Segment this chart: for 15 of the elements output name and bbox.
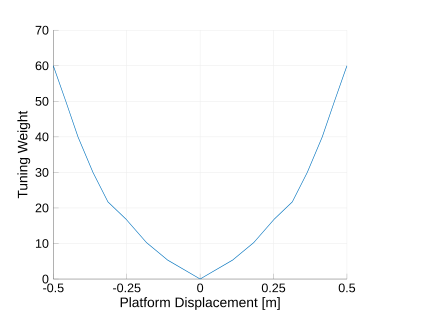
- x-tick-label: 0.5: [338, 283, 356, 292]
- x-axis-title: Platform Displacement [m]: [120, 297, 280, 310]
- y-tick-label: 70: [36, 26, 48, 35]
- x-tick-label: 0: [197, 283, 204, 292]
- y-tick-label: 40: [35, 132, 48, 142]
- y-tick-label: 60: [36, 61, 48, 70]
- y-tick-label: 50: [36, 96, 48, 106]
- y-tick-label: 20: [36, 203, 48, 212]
- x-tick-label: -0.25: [113, 283, 140, 292]
- y-axis-title: Tuning Weight: [17, 110, 30, 198]
- x-tick-label: 0.25: [262, 283, 286, 292]
- y-tick-label: 10: [36, 238, 48, 248]
- x-tick-label: -0.5: [43, 283, 64, 292]
- y-tick-label: 0: [42, 274, 48, 284]
- y-tick-label: 30: [35, 168, 48, 177]
